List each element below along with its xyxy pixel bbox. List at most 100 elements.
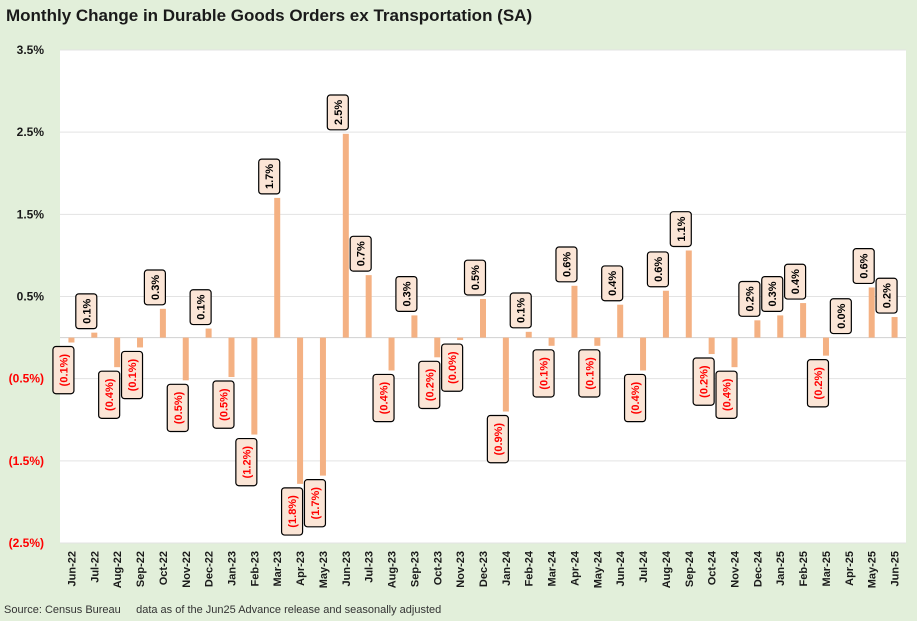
x-tick-label: Apr-25 [844, 551, 856, 586]
x-tick-label: Apr-23 [295, 551, 307, 586]
data-label: 0.1% [81, 299, 93, 324]
bar [594, 337, 601, 346]
data-label: 0.7% [356, 241, 368, 266]
x-tick-label: Aug-22 [112, 551, 124, 588]
bar [525, 331, 532, 338]
bar [297, 337, 304, 484]
x-tick-label: Jan-23 [226, 551, 238, 586]
data-label-box [784, 263, 807, 300]
x-tick-label: May-24 [592, 550, 604, 588]
bar [617, 304, 624, 338]
data-label: (0.9%) [493, 423, 505, 456]
bar [571, 285, 578, 338]
data-label-box [166, 383, 189, 433]
bar [800, 303, 807, 338]
data-label-box [669, 211, 692, 248]
data-label-box [532, 349, 555, 398]
data-label-box [829, 298, 852, 335]
data-label: (0.5%) [173, 391, 185, 424]
y-tick-label: (2.5%) [9, 536, 44, 550]
bar [91, 332, 98, 338]
data-label: 1.1% [676, 216, 688, 241]
bar [708, 337, 715, 355]
data-label: (0.1%) [58, 354, 70, 387]
data-label-box [509, 292, 532, 329]
data-label-box [52, 345, 75, 395]
data-label-box [418, 360, 441, 410]
source-footer: Source: Census Bureau data as of the Jun… [4, 604, 441, 616]
bar [411, 315, 418, 338]
x-tick-label: Jun-24 [615, 550, 627, 586]
bar [205, 328, 212, 338]
data-label: 0.6% [561, 252, 573, 277]
x-tick-label: Mar-25 [821, 551, 833, 586]
y-tick-label: (0.5%) [9, 372, 44, 386]
bar [365, 275, 372, 338]
data-label-box [646, 251, 670, 288]
data-label: (0.2%) [699, 365, 711, 398]
x-tick-label: Mar-23 [272, 551, 284, 586]
data-label-box [738, 280, 761, 317]
data-label: 1.7% [264, 164, 276, 189]
x-tick-label: Jul-24 [638, 550, 650, 583]
bar [640, 337, 647, 371]
bar [822, 337, 829, 356]
data-label-box [235, 437, 258, 487]
data-label: 0.6% [859, 253, 871, 278]
data-label: (0.1%) [584, 357, 596, 390]
data-label-box [806, 359, 830, 408]
x-tick-label: Jan-25 [775, 551, 787, 586]
data-label: 2.5% [333, 100, 345, 125]
x-tick-label: Aug-23 [387, 551, 399, 588]
data-label: 0.6% [653, 257, 665, 282]
data-label-box [75, 293, 98, 330]
data-label-box [623, 373, 647, 423]
bar [388, 337, 395, 371]
x-tick-label: May-23 [318, 551, 330, 588]
data-label: (0.4%) [379, 382, 391, 415]
data-label: (0.5%) [218, 388, 230, 421]
x-tick-label: Sep-23 [409, 551, 421, 587]
data-label-box [258, 158, 281, 195]
data-label-box [692, 357, 715, 406]
x-tick-label: Feb-25 [798, 551, 810, 586]
data-label-box [143, 269, 166, 306]
data-label-box [280, 487, 304, 536]
data-label: 0.4% [607, 271, 619, 296]
data-label-box [120, 350, 144, 400]
bar [228, 337, 235, 378]
source-text: Source: Census Bureau [4, 604, 121, 616]
data-label-box [852, 248, 875, 285]
y-tick-label: 2.5% [17, 125, 45, 139]
x-tick-label: Jun-25 [890, 551, 902, 586]
data-label-box [326, 94, 349, 131]
data-label: (1.2%) [241, 446, 253, 479]
data-label-box [463, 259, 487, 296]
x-tick-label: May-25 [867, 551, 879, 588]
data-label-box [303, 479, 327, 528]
y-tick-label: 0.5% [17, 290, 45, 304]
bar [685, 250, 692, 338]
data-label: (0.2%) [424, 368, 436, 401]
x-tick-label: Nov-22 [181, 551, 193, 588]
data-label: 0.2% [882, 283, 894, 308]
data-label: (0.1%) [127, 359, 139, 392]
data-label-box [349, 235, 372, 272]
x-tick-label: Oct-23 [432, 551, 444, 585]
data-label: 0.3% [150, 275, 162, 300]
data-label: (0.4%) [722, 378, 734, 411]
bar [754, 320, 761, 338]
x-tick-label: Apr-24 [569, 550, 581, 586]
data-label-box [761, 275, 784, 312]
bar [137, 337, 144, 348]
data-label-box [395, 275, 418, 312]
bar [480, 298, 486, 338]
y-tick-label: (1.5%) [9, 454, 44, 468]
y-tick-label: 3.5% [17, 43, 45, 57]
x-tick-label: Sep-24 [684, 550, 696, 587]
bar [319, 337, 326, 476]
x-tick-label: Jun-22 [66, 551, 78, 586]
data-label: 0.2% [744, 286, 756, 311]
data-label-box [578, 349, 601, 398]
x-tick-label: Dec-22 [204, 551, 216, 587]
